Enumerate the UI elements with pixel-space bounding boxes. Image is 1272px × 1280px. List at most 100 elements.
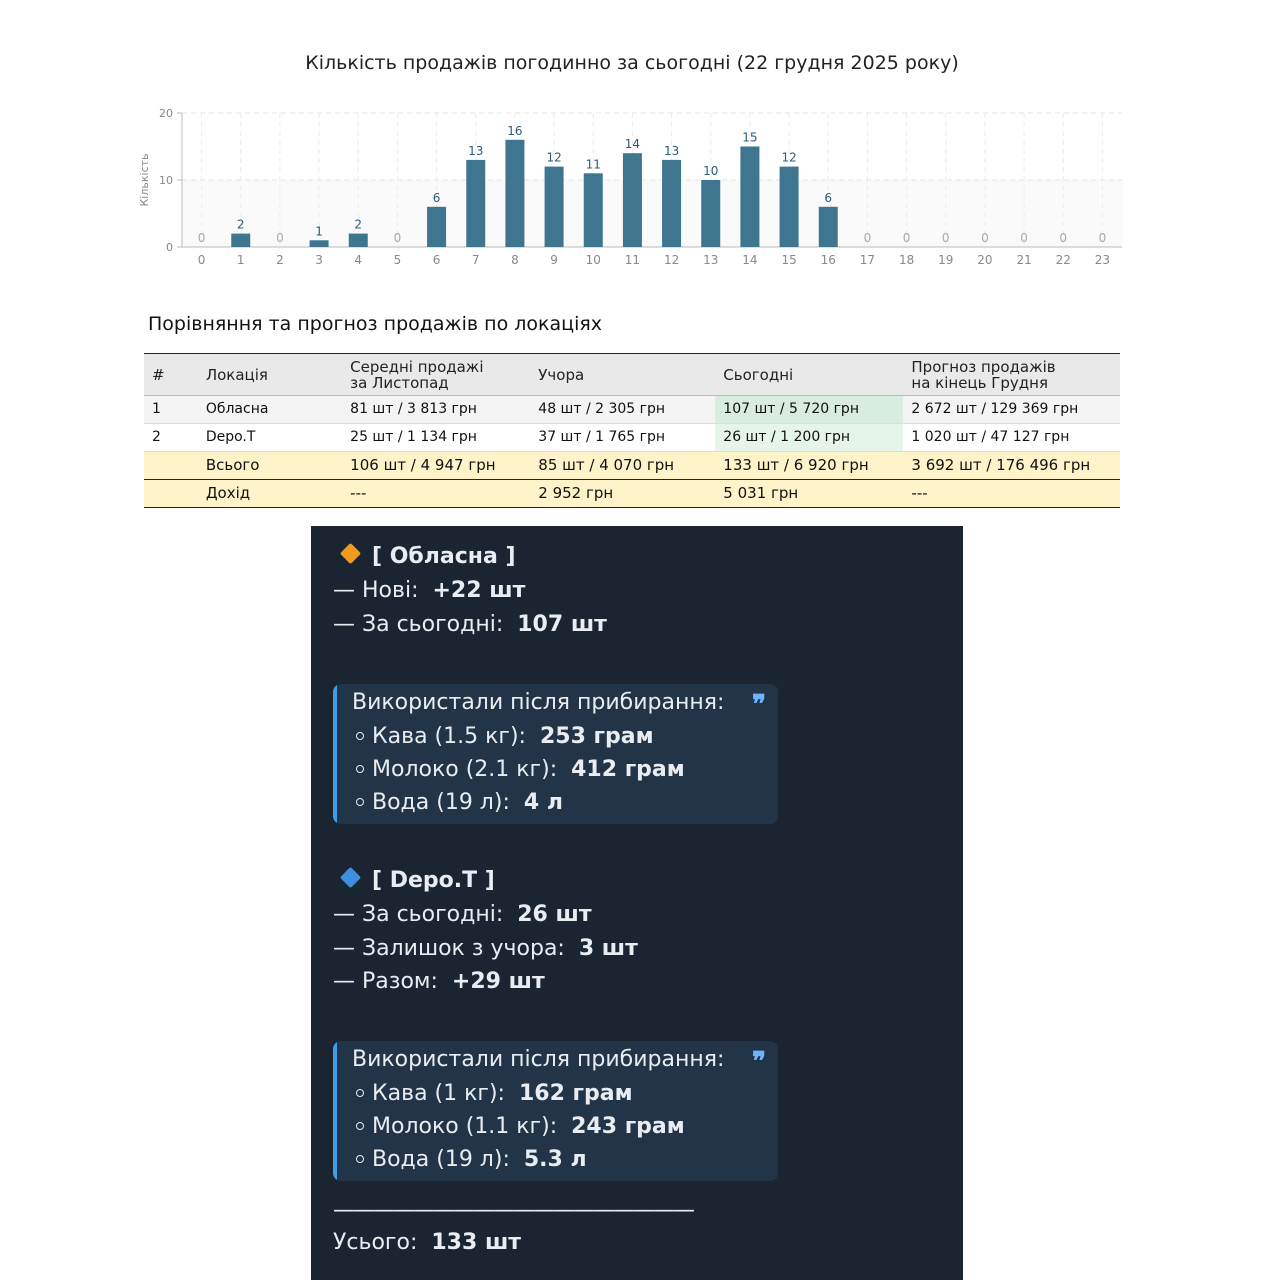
loc2-item: Вода (19 л): 5.3 л [352, 1147, 587, 1172]
x-tick-label: 3 [315, 253, 323, 267]
table-cell: Обласна [197, 395, 343, 424]
x-tick-label: 20 [977, 253, 992, 267]
data-label: 0 [942, 231, 950, 245]
x-tick-label: 9 [550, 253, 558, 267]
x-tick-label: 11 [625, 253, 640, 267]
loc2-item: Молоко (1.1 кг): 243 грам [352, 1114, 685, 1139]
bar [701, 180, 721, 247]
column-header: Учора [530, 353, 716, 396]
column-header-line: Прогноз продажів [911, 357, 1056, 376]
item-label: Кава (1 кг): [372, 1081, 505, 1106]
item-label: Вода (19 л): [372, 1147, 510, 1172]
data-label: 10 [703, 164, 718, 178]
loc2-today-value: 26 шт [517, 902, 592, 927]
item-value: 243 грам [571, 1114, 685, 1139]
loc2-title: [ Depo.T ] [372, 868, 495, 893]
loc1-today: — За сьогодні: 107 шт [333, 612, 607, 637]
y-axis-label: Кількість [138, 153, 151, 206]
x-tick-label: 4 [354, 253, 362, 267]
table-cell [144, 451, 198, 480]
column-header: # [144, 353, 198, 396]
data-label: 0 [198, 231, 206, 245]
bullet-icon [356, 1154, 364, 1163]
x-tick-label: 22 [1056, 253, 1071, 267]
quote-bar [333, 684, 337, 824]
loc1-item: Молоко (2.1 кг): 412 грам [352, 757, 685, 782]
loc2-sum-label: — Разом: [333, 969, 438, 994]
table-cell: 3 692 шт / 176 496 грн [903, 451, 1120, 480]
table-cell: 25 шт / 1 134 грн [342, 423, 531, 452]
loc1-header: [ Обласна ] [333, 542, 516, 569]
table-cell: 2 [144, 423, 198, 452]
table-cell: --- [903, 479, 1120, 508]
data-label: 14 [625, 137, 640, 151]
table-cell: Дохід [197, 479, 343, 508]
table-cell: 81 шт / 3 813 грн [342, 395, 531, 424]
bar [348, 233, 368, 247]
item-label: Молоко (1.1 кг): [372, 1114, 558, 1139]
bar [583, 173, 603, 247]
data-label: 6 [824, 191, 832, 205]
table-cell: 26 шт / 1 200 грн [715, 423, 904, 452]
data-label: 13 [664, 144, 679, 158]
bullet-icon [356, 764, 364, 773]
bullet-icon [356, 731, 364, 740]
x-tick-label: 12 [664, 253, 679, 267]
data-label: 2 [237, 218, 245, 232]
column-header-line: на кінець Грудня [911, 373, 1049, 392]
bar [544, 166, 564, 247]
item-label: Вода (19 л): [372, 790, 510, 815]
column-header-line: Учора [538, 365, 585, 384]
x-tick-label: 8 [511, 253, 519, 267]
data-label: 13 [468, 144, 483, 158]
bullet-icon [356, 797, 364, 806]
x-tick-label: 23 [1095, 253, 1110, 267]
item-value: 4 л [523, 790, 563, 815]
table-cell: 1 020 шт / 47 127 грн [903, 423, 1120, 452]
total-row: Всього 106 шт / 4 947 грн 85 шт / 4 070 гр… [144, 451, 1120, 480]
table-cell: 2 952 грн [530, 479, 716, 508]
table-cell: 85 шт / 4 070 грн [530, 451, 716, 480]
table-header-row: # Локація Середні продажі за Листопад Учора С… [144, 353, 1120, 396]
item-value: 412 грам [571, 757, 685, 782]
data-label: 12 [546, 151, 561, 165]
table-cell: 5 031 грн [715, 479, 904, 508]
loc2-quote: ❞ Використали після прибирання: Кава (1 … [333, 1041, 778, 1181]
column-header-line: Середні продажі [350, 357, 484, 376]
item-label: Кава (1.5 кг): [372, 724, 526, 749]
loc1-quote: ❞ Використали після прибирання: Кава (1.… [333, 684, 778, 824]
x-tick-label: 14 [742, 253, 757, 267]
x-tick-label: 7 [472, 253, 480, 267]
data-label: 0 [903, 231, 911, 245]
table-cell [144, 479, 198, 508]
loc2-sum: — Разом: +29 шт [333, 969, 545, 994]
hourly-sales-chart: 01020Кількість00210213240566137168129111… [138, 107, 1122, 267]
bar [779, 166, 799, 247]
loc1-today-value: 107 шт [517, 612, 607, 637]
table-cell: 2 672 шт / 129 369 грн [903, 395, 1120, 424]
data-label: 0 [1059, 231, 1067, 245]
table-row: 1 Обласна 81 шт / 3 813 грн 48 шт / 2 305 г… [144, 395, 1120, 424]
table-cell: Depo.T [197, 423, 343, 452]
blue-diamond-icon [339, 866, 362, 889]
x-tick-label: 1 [237, 253, 245, 267]
grand-total-label: Усього: [333, 1230, 418, 1255]
loc2-today-label: — За сьогодні: [333, 902, 504, 927]
quote-bar [333, 1041, 337, 1181]
column-header: Прогноз продажів на кінець Грудня [903, 353, 1120, 396]
y-tick-label: 20 [159, 107, 173, 120]
loc2-today: — За сьогодні: 26 шт [333, 902, 592, 927]
data-label: 6 [433, 191, 441, 205]
telegram-message: [ Обласна ] — Нові: +22 шт — За сьогодні… [311, 526, 963, 1280]
grand-total-value: 133 шт [431, 1230, 522, 1255]
loc1-item: Вода (19 л): 4 л [352, 790, 563, 815]
column-header: Локація [197, 353, 343, 396]
separator: —————————————————— [333, 1198, 695, 1223]
y-tick-label: 10 [159, 174, 173, 187]
data-label: 0 [1020, 231, 1028, 245]
sales-comparison-table: # Локація Середні продажі за Листопад Учора С… [144, 353, 1120, 508]
column-header: Середні продажі за Листопад [342, 353, 531, 396]
x-tick-label: 21 [1016, 253, 1031, 267]
loc2-item: Кава (1 кг): 162 грам [352, 1081, 633, 1106]
loc1-new: — Нові: +22 шт [333, 578, 525, 603]
